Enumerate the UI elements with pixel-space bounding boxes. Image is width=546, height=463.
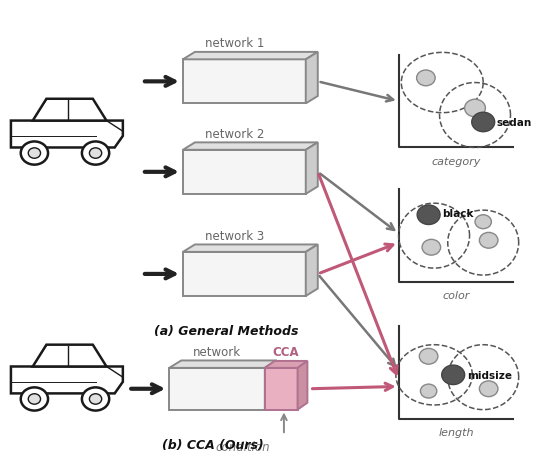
Text: (a) General Methods: (a) General Methods (155, 325, 299, 338)
Polygon shape (11, 367, 123, 394)
Circle shape (479, 381, 498, 397)
Text: network 2: network 2 (205, 127, 264, 140)
Polygon shape (33, 345, 106, 367)
Circle shape (90, 149, 102, 159)
Circle shape (419, 349, 438, 364)
Polygon shape (298, 361, 307, 410)
Text: (b) CCA (Ours): (b) CCA (Ours) (162, 438, 264, 451)
Text: CCA: CCA (272, 345, 299, 358)
Circle shape (21, 388, 48, 411)
Polygon shape (11, 121, 123, 148)
Polygon shape (265, 361, 277, 410)
Polygon shape (169, 368, 265, 410)
Circle shape (21, 142, 48, 165)
Polygon shape (306, 53, 318, 104)
Text: network 3: network 3 (205, 229, 264, 242)
Circle shape (422, 240, 441, 256)
Circle shape (82, 142, 109, 165)
Text: category: category (431, 156, 480, 167)
Text: color: color (442, 291, 470, 301)
Text: black: black (442, 209, 474, 219)
Polygon shape (183, 252, 306, 296)
Polygon shape (183, 53, 318, 60)
Circle shape (442, 365, 465, 385)
Circle shape (90, 394, 102, 404)
Circle shape (28, 394, 40, 404)
Circle shape (417, 206, 440, 225)
Polygon shape (265, 361, 307, 368)
Text: midsize: midsize (467, 370, 512, 380)
Circle shape (82, 388, 109, 411)
Polygon shape (169, 361, 277, 368)
Circle shape (420, 384, 437, 398)
Polygon shape (183, 60, 306, 104)
Polygon shape (306, 143, 318, 194)
Circle shape (28, 149, 40, 159)
Polygon shape (183, 150, 306, 194)
Circle shape (417, 71, 435, 87)
Polygon shape (306, 245, 318, 296)
Polygon shape (33, 100, 106, 121)
Circle shape (465, 100, 485, 118)
Circle shape (472, 113, 495, 132)
Text: length: length (438, 427, 474, 438)
Polygon shape (265, 368, 298, 410)
Text: condition: condition (216, 440, 270, 453)
Text: network: network (193, 345, 241, 358)
Text: sedan: sedan (497, 118, 532, 128)
Circle shape (479, 233, 498, 249)
Text: network 1: network 1 (205, 37, 264, 50)
Polygon shape (183, 245, 318, 252)
Polygon shape (183, 143, 318, 150)
Circle shape (475, 215, 491, 229)
